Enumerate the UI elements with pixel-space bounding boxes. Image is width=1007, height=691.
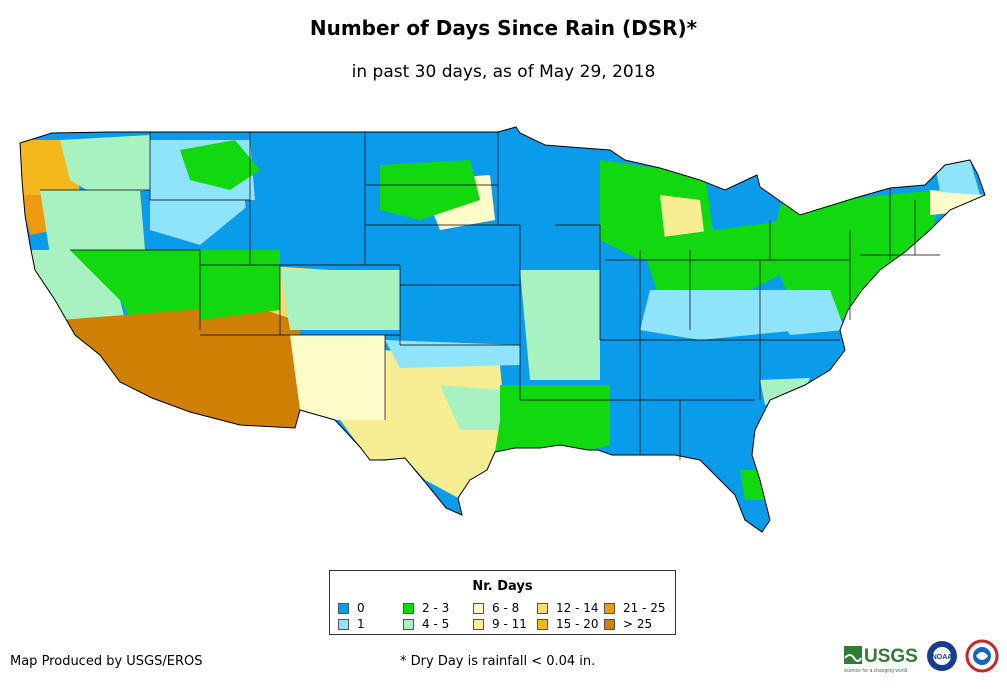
region-oklahoma-band [385,340,520,368]
region-new-england-dry [930,190,985,215]
region-lower-mississippi [495,385,610,452]
legend-label: 0 [357,601,365,615]
legend-label: 21 - 25 [623,601,666,615]
legend-swatch [403,602,414,614]
region-mid-atlantic [760,290,845,335]
legend-item: > 25 [604,617,652,631]
region-colorado [280,270,400,330]
agency-logos: USGS science for a changing world NOAA [844,639,999,674]
legend: Nr. Days 0 1 2 - 3 4 - 5 6 - 8 9 - 11 12… [329,570,676,635]
map-credit: Map Produced by USGS/EROS [10,654,203,669]
region-wyoming [245,200,365,265]
region-south-carolina [760,378,810,405]
legend-swatch [473,602,484,614]
legend-label: 9 - 11 [492,617,527,631]
region-montana-green [180,140,260,190]
legend-label: > 25 [623,617,653,631]
region-florida-green [740,470,770,500]
legend-item: 0 [338,601,365,615]
legend-item: 2 - 3 [403,601,449,615]
legend-label: 2 - 3 [422,601,450,615]
legend-swatch [537,602,548,614]
nws-logo [965,639,999,673]
legend-item: 12 - 14 [537,601,599,615]
legend-item: 4 - 5 [403,617,449,631]
region-oregon [40,190,145,255]
state-borders [40,132,940,460]
legend-title: Nr. Days [472,579,533,594]
region-texas-moist [440,385,500,430]
usgs-logo-text: USGS [864,646,918,667]
legend-label: 1 [357,617,365,631]
legend-item: 21 - 25 [604,601,666,615]
dry-day-footnote: * Dry Day is rainfall < 0.04 in. [400,654,596,669]
region-kansas-missouri [520,270,600,380]
us-outline [19,126,986,533]
legend-swatch [403,618,414,630]
legend-swatch [604,618,615,630]
region-washington-moist [60,135,150,195]
region-maine [935,160,980,195]
region-northeast [770,190,940,320]
legend-label: 6 - 8 [492,601,520,615]
region-dakotas-green [380,160,480,220]
legend-label: 15 - 20 [556,617,599,631]
legend-swatch [338,602,349,614]
legend-swatch [473,618,484,630]
legend-swatch [604,602,615,614]
map-subtitle: in past 30 days, as of May 29, 2018 [351,62,656,82]
region-michigan-inner [660,195,705,240]
map-title: Number of Days Since Rain (DSR)* [309,16,698,40]
noaa-logo-text: NOAA [932,654,953,661]
legend-item: 9 - 11 [473,617,527,631]
usgs-tagline: science for a changing world [844,668,908,674]
region-utah [200,250,280,320]
region-new-mexico [290,335,385,420]
legend-label: 4 - 5 [422,617,450,631]
noaa-logo: NOAA [927,641,957,671]
legend-item: 15 - 20 [537,617,599,631]
legend-swatch [338,618,349,630]
usgs-logo: USGS science for a changing world [844,646,918,674]
legend-item: 6 - 8 [473,601,519,615]
conus-dsr-map [19,126,986,533]
legend-item: 1 [338,617,365,631]
region-southwest-extreme [60,300,300,430]
legend-label: 12 - 14 [556,601,599,615]
legend-swatch [537,618,548,630]
